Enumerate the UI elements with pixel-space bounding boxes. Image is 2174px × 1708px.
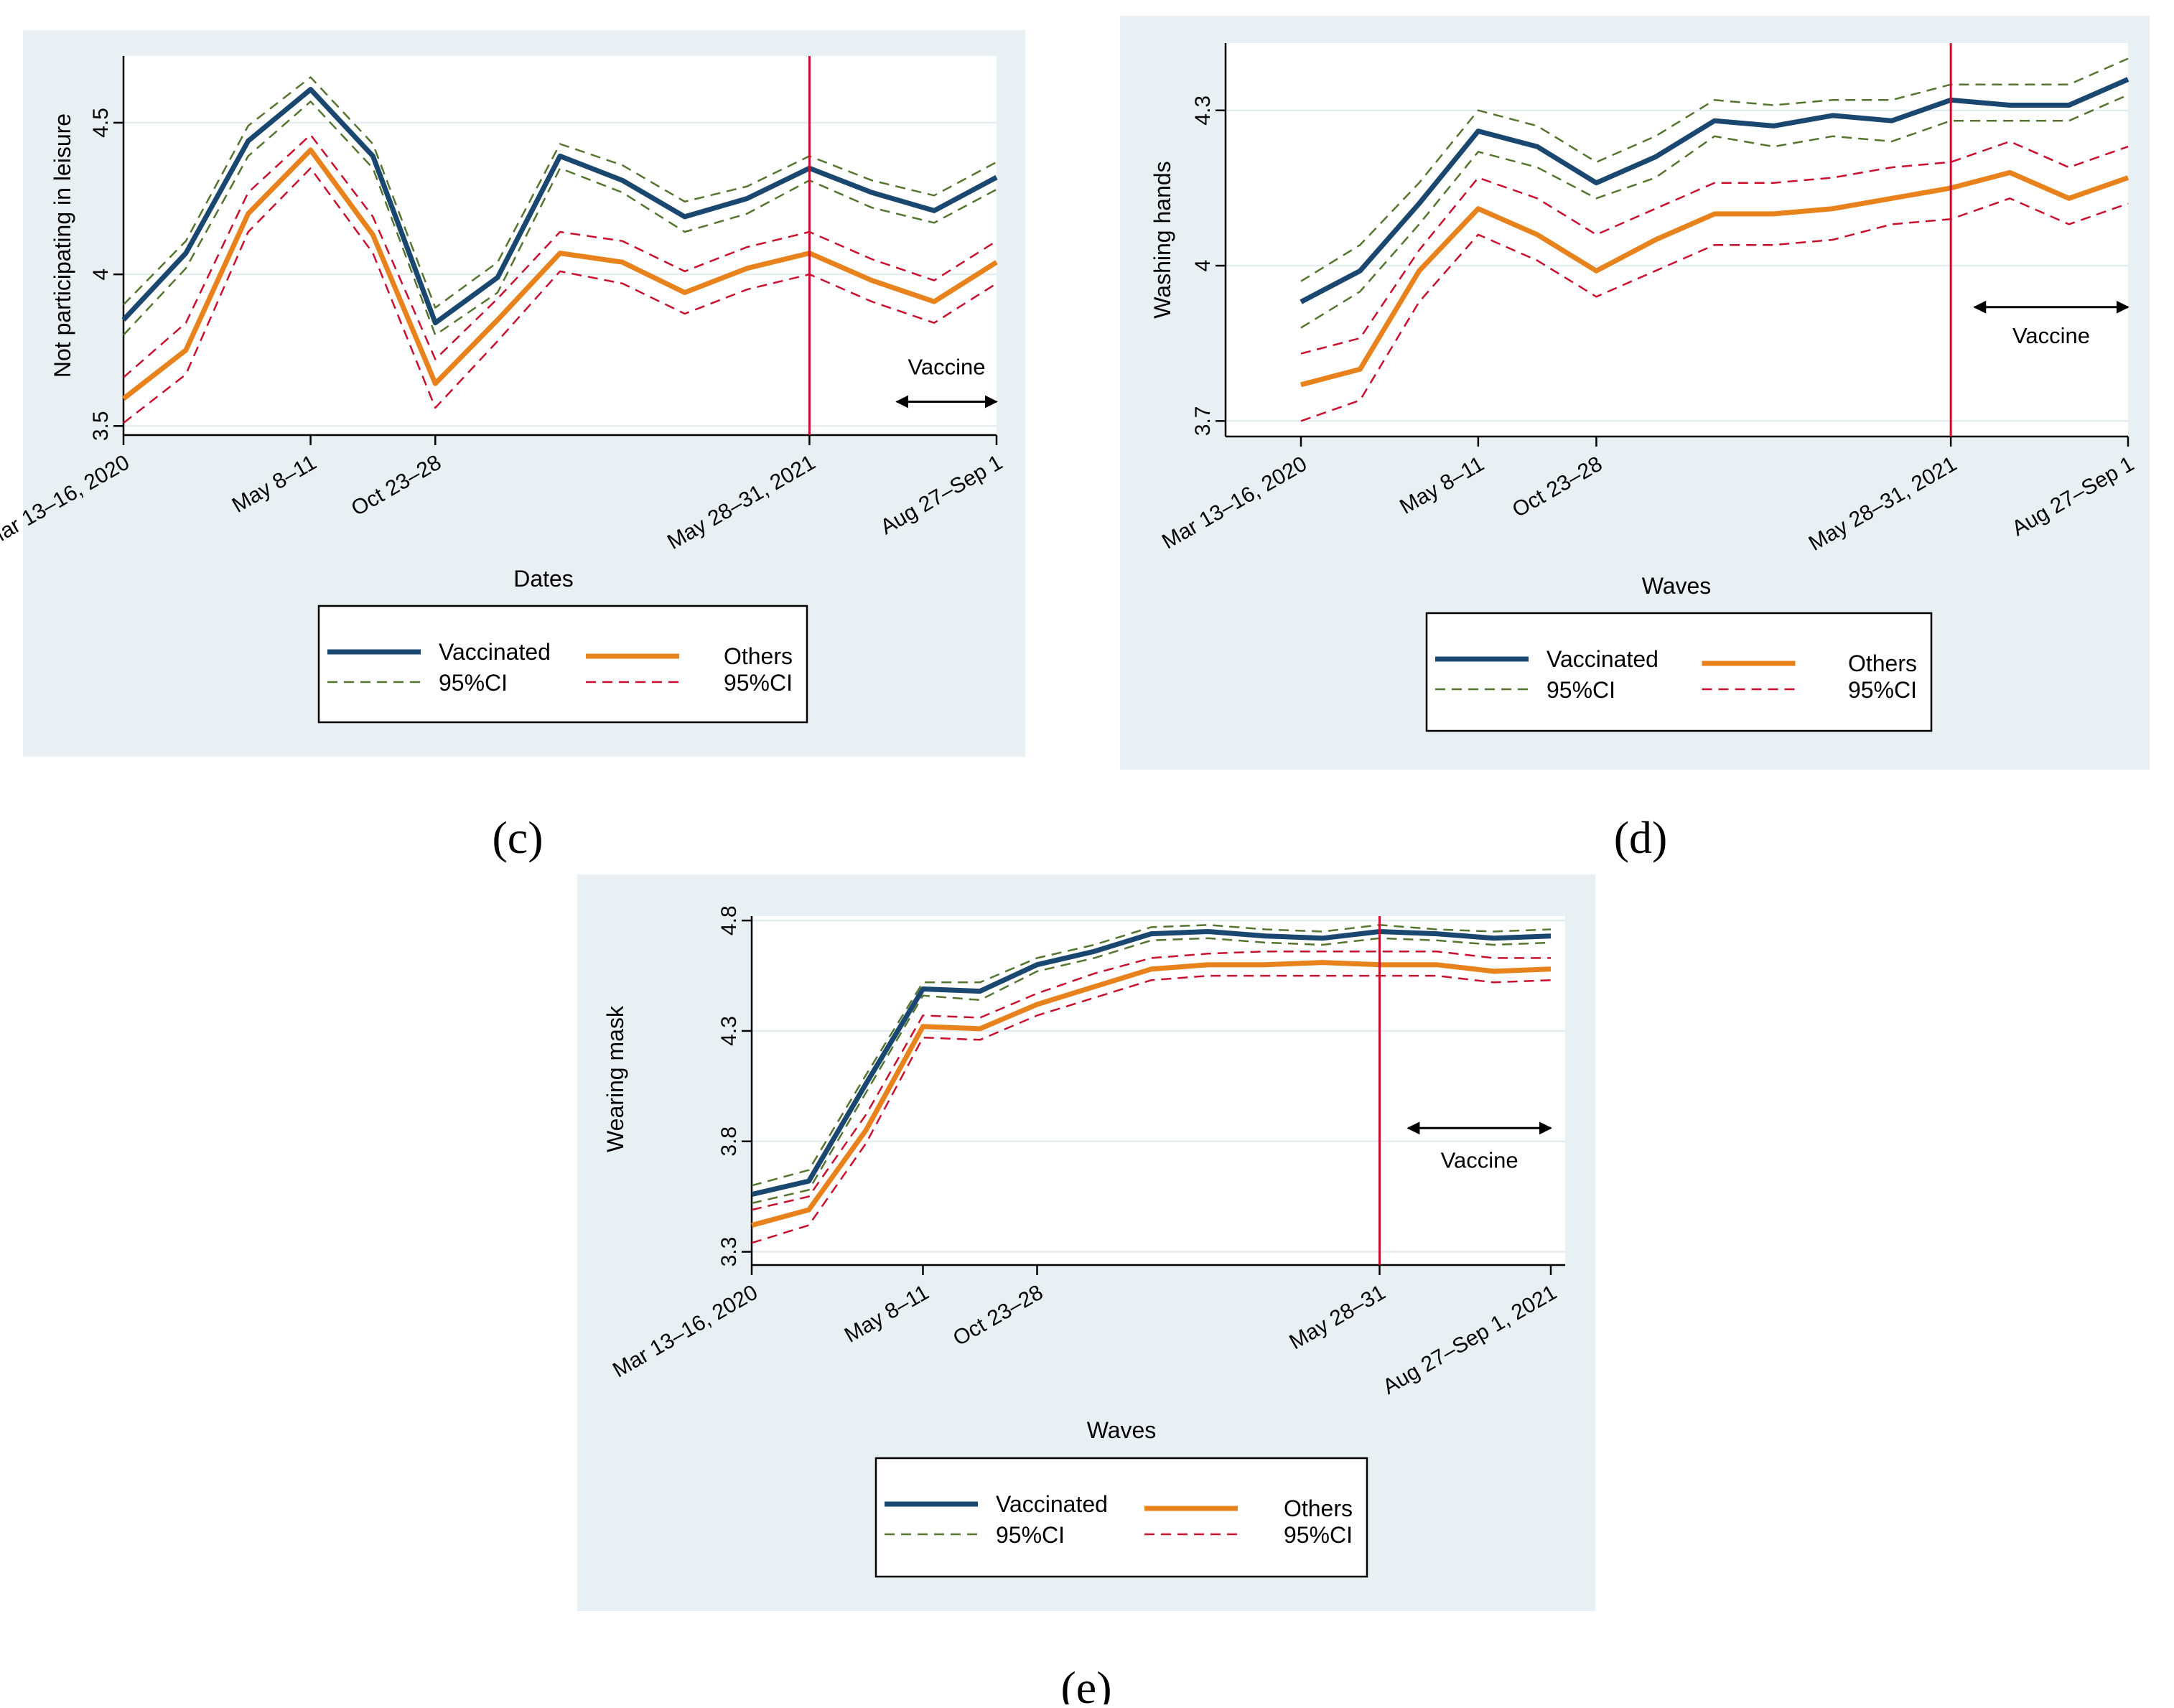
y-axis-title: Not participating in leisure xyxy=(50,113,75,378)
ci-upper-line-vaccinated xyxy=(123,76,997,309)
series-line-vaccinated xyxy=(1300,77,2129,304)
panel-caption: (d) xyxy=(1614,812,1668,863)
x-axis-title: Dates xyxy=(513,566,574,592)
vaccine-label: Vaccine xyxy=(1441,1148,1518,1173)
ci-upper-line-vaccinated xyxy=(1300,57,2129,282)
series-line-others xyxy=(751,960,1552,1228)
y-axis-title: Washing hands xyxy=(1149,161,1175,318)
panel-caption: (c) xyxy=(492,812,543,863)
x-axis-title: Waves xyxy=(1642,573,1712,599)
legend-label-ci-vaccinated: 95%CI xyxy=(1546,677,1615,703)
x-axis-title: Waves xyxy=(1087,1417,1157,1443)
plot-area xyxy=(1226,43,2128,437)
series-line-vaccinated xyxy=(121,87,998,326)
y-tick-label: 4 xyxy=(89,269,113,281)
legend-box xyxy=(1425,612,1933,732)
legend-label-vaccinated: Vaccinated xyxy=(1546,646,1659,672)
ci-lower-line-vaccinated xyxy=(123,101,997,336)
legend-box xyxy=(874,1457,1368,1578)
y-tick-label: 4.3 xyxy=(717,1016,741,1046)
ci-upper-line-others xyxy=(123,134,997,378)
legend-label-ci-vaccinated: 95%CI xyxy=(439,670,508,696)
legend-label-ci-others: 95%CI xyxy=(1284,1522,1353,1548)
legend-label-others: Others xyxy=(1284,1495,1353,1521)
y-axis-title: Wearing mask xyxy=(602,1005,628,1152)
y-tick-label: 4.5 xyxy=(89,108,113,138)
y-tick-label: 3.8 xyxy=(717,1126,741,1157)
ci-upper-line-vaccinated xyxy=(751,924,1552,1187)
y-tick-label: 3.7 xyxy=(1191,406,1215,437)
legend-label-others: Others xyxy=(1848,650,1917,676)
legend-label-others: Others xyxy=(724,643,793,669)
ci-upper-line-others xyxy=(1300,140,2129,355)
plot-area xyxy=(123,56,997,435)
legend-label-ci-vaccinated: 95%CI xyxy=(996,1522,1065,1548)
y-tick-label: 4 xyxy=(1191,260,1215,272)
series-line-vaccinated xyxy=(751,929,1552,1198)
panel-caption: (e) xyxy=(1060,1662,1111,1704)
legend-box xyxy=(317,605,808,724)
series-line-others xyxy=(1300,169,2129,388)
y-tick-label: 4.3 xyxy=(1191,95,1215,126)
legend-label-ci-others: 95%CI xyxy=(724,670,793,696)
y-tick-label: 3.3 xyxy=(717,1237,741,1267)
legend-label-ci-others: 95%CI xyxy=(1848,677,1917,703)
ci-lower-line-others xyxy=(123,167,997,424)
legend-label-vaccinated: Vaccinated xyxy=(439,639,551,665)
ci-lower-line-others xyxy=(751,974,1552,1244)
vaccine-label: Vaccine xyxy=(908,355,986,380)
y-tick-label: 3.5 xyxy=(89,411,113,441)
series-line-others xyxy=(121,147,998,401)
ci-upper-line-others xyxy=(751,950,1551,1211)
y-tick-label: 4.8 xyxy=(717,905,741,935)
legend-label-vaccinated: Vaccinated xyxy=(996,1491,1108,1517)
vaccine-label: Vaccine xyxy=(2012,323,2090,348)
ci-lower-line-vaccinated xyxy=(1300,93,2129,329)
ci-lower-line-others xyxy=(1300,197,2129,422)
